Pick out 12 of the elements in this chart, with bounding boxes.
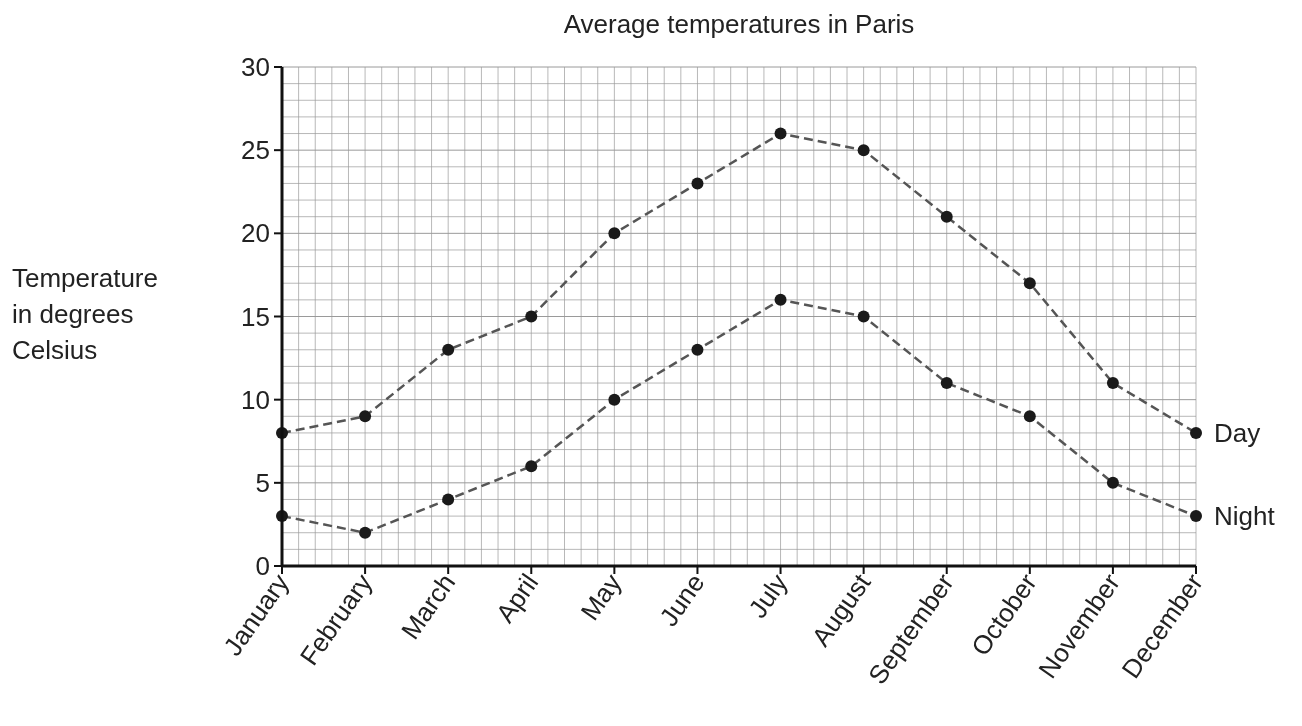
x-tick-label: July — [742, 568, 794, 624]
y-tick-label: 10 — [241, 384, 270, 415]
y-tick-label: 20 — [241, 218, 270, 249]
y-tick-label: 0 — [255, 551, 270, 581]
series-label: Day — [1214, 417, 1261, 448]
y-tick-label: 15 — [241, 301, 270, 332]
y-tick-label: 25 — [241, 135, 270, 166]
y-tick-label: 30 — [241, 52, 270, 82]
y-tick-label: 5 — [255, 467, 270, 498]
chart-title: Average temperatures in Paris — [563, 9, 915, 39]
y-axis-title: Temperature in degrees Celsius — [12, 263, 158, 365]
series-label: Night — [1214, 501, 1276, 532]
